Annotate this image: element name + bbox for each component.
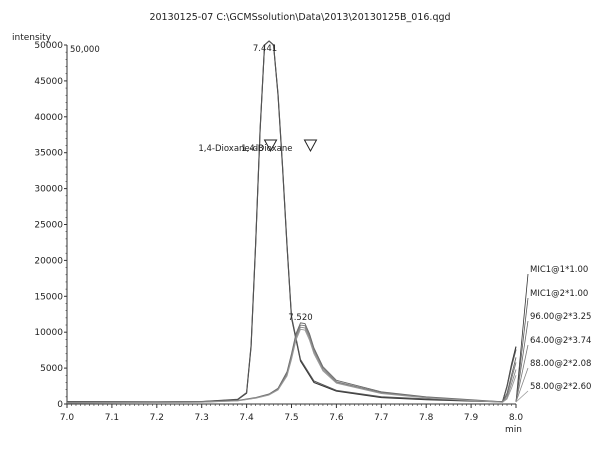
x-tick-label: 7.0 bbox=[60, 413, 75, 423]
series-line-3 bbox=[66, 322, 517, 404]
x-tick-label: 7.4 bbox=[239, 413, 254, 423]
y-tick-label: 45000 bbox=[34, 77, 63, 87]
y-tick-label: 15000 bbox=[34, 292, 63, 302]
legend-leader-line bbox=[515, 390, 529, 403]
chart-title: 20130125-07 C:\GCMSsolution\Data\2013\20… bbox=[149, 12, 450, 23]
x-tick-label: 7.1 bbox=[105, 413, 119, 423]
legend-entry: MIC1@2*1.00 bbox=[530, 289, 588, 299]
x-tick-label: 7.6 bbox=[329, 413, 344, 423]
retention-time-label: 7.520 bbox=[288, 313, 312, 323]
x-tick-label: 7.9 bbox=[464, 413, 479, 423]
legend-entry: 88.00@2*2.08 bbox=[530, 359, 591, 369]
x-tick-label: 7.7 bbox=[374, 413, 388, 423]
y-axis-label: intensity bbox=[12, 33, 52, 43]
y-tick-label: 50000 bbox=[34, 41, 63, 51]
retention-time-label: 7.441 bbox=[253, 44, 277, 54]
x-tick-label: 7.3 bbox=[195, 413, 209, 423]
series-line-5 bbox=[66, 326, 517, 404]
peak-marker-icon bbox=[263, 139, 278, 153]
legend-layer: MIC1@1*1.00 MIC1@2*1.00 96.00@2*3.25 64.00@… bbox=[515, 265, 591, 403]
scale-label: 50,000 bbox=[70, 45, 100, 55]
peak-name-label: 1,4-Dioxane-d8 bbox=[198, 144, 263, 154]
series-layer bbox=[66, 40, 517, 404]
legend-entry: MIC1@1*1.00 bbox=[530, 265, 588, 275]
legend-leader-line bbox=[515, 320, 529, 403]
x-tick-label: 7.5 bbox=[284, 413, 298, 423]
x-tick-label: 7.2 bbox=[150, 413, 164, 423]
legend-leader-line bbox=[515, 297, 529, 403]
y-tick-label: 0 bbox=[57, 400, 63, 410]
y-tick-label: 35000 bbox=[34, 149, 63, 159]
series-line-1 bbox=[66, 40, 517, 403]
series-line-4 bbox=[66, 324, 517, 404]
x-tick-label: 8.0 bbox=[509, 413, 524, 423]
legend-entry: 64.00@2*3.74 bbox=[530, 336, 591, 346]
peak-marker-icon bbox=[303, 139, 318, 153]
x-axis-label: min bbox=[505, 425, 522, 435]
y-tick-label: 20000 bbox=[34, 256, 63, 266]
legend-entry: 96.00@2*3.25 bbox=[530, 312, 591, 322]
y-tick-label: 5000 bbox=[40, 364, 63, 374]
legend-leader-line bbox=[515, 344, 529, 403]
legend-entry: 58.00@2*2.60 bbox=[530, 382, 591, 392]
peak-name-label: 1,4-Dioxane bbox=[241, 144, 292, 154]
axes-layer: 0 5000 10000 15000 20000 25000 30000 35000 40000… bbox=[34, 41, 523, 423]
series-line-6 bbox=[66, 328, 517, 404]
y-tick-label: 40000 bbox=[34, 113, 63, 123]
y-tick-label: 10000 bbox=[34, 328, 63, 338]
y-tick-label: 25000 bbox=[34, 221, 63, 231]
y-tick-label: 30000 bbox=[34, 185, 63, 195]
series-line-2 bbox=[66, 40, 517, 403]
legend-leader-line bbox=[515, 367, 529, 403]
legend-leader-line bbox=[515, 273, 529, 403]
annotation-layer: 7.441 7.520 1,4-Dioxane-d81,4-Dioxane bbox=[198, 44, 318, 323]
x-tick-label: 7.8 bbox=[419, 413, 434, 423]
